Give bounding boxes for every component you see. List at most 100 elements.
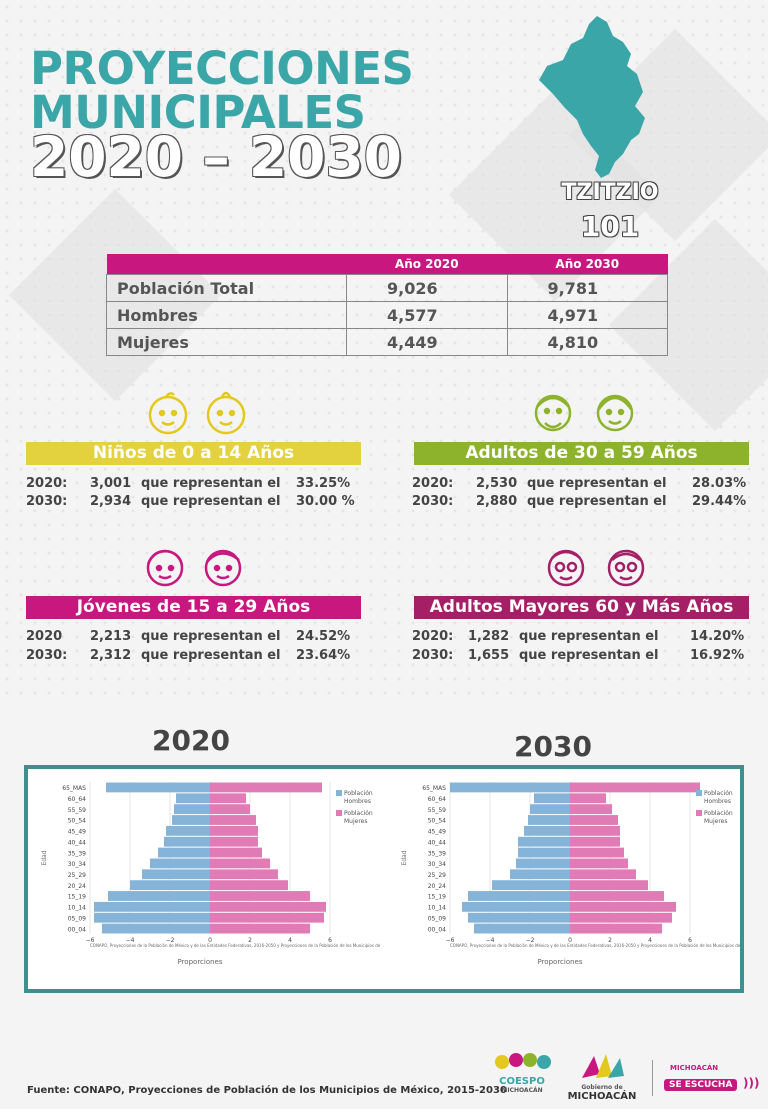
bar-men xyxy=(468,891,570,901)
age-tick-label: 25_29 xyxy=(428,872,446,879)
age-tick-label: 25_29 xyxy=(68,872,86,879)
stat-year: 2030: xyxy=(412,494,454,509)
bar-men xyxy=(516,858,570,869)
bar-men xyxy=(518,836,570,847)
row-label: Hombres xyxy=(106,301,347,329)
stat-text: que representan el xyxy=(527,494,667,509)
y-axis-label: Edad xyxy=(401,850,408,865)
bar-men xyxy=(158,847,210,858)
bar-women xyxy=(210,804,250,815)
age-tick-label: 20_24 xyxy=(68,883,86,890)
stat-count: 2,880 xyxy=(476,494,518,509)
adult-faces-icon xyxy=(534,394,634,432)
age-tick-label: 10_14 xyxy=(68,905,86,912)
bar-men xyxy=(474,923,570,934)
gobierno-logo-icon xyxy=(582,1054,624,1078)
age-tick-label: 50_54 xyxy=(428,818,446,825)
baby-faces-icon xyxy=(148,391,246,435)
stat-row: 2030: 1,655 que representan el 16.92% xyxy=(412,648,757,664)
municipality-map-icon xyxy=(539,16,645,178)
legend-title: Población xyxy=(344,790,373,797)
stat-count: 2,530 xyxy=(476,476,518,491)
category-elderly-title: Adultos Mayores 60 y Más Años xyxy=(414,596,749,619)
bar-men xyxy=(462,901,570,912)
stat-row: 2020 2,213 que representan el 24.52% xyxy=(26,629,366,645)
age-tick-label: 05_09 xyxy=(68,915,86,922)
bar-men xyxy=(176,793,210,804)
stat-percent: 16.92% xyxy=(690,648,745,663)
bar-men xyxy=(130,880,210,891)
bar-men xyxy=(492,880,570,891)
title-line1: PROYECCIONES xyxy=(30,42,414,95)
bar-women xyxy=(210,847,262,858)
stat-year: 2030: xyxy=(26,494,68,509)
table-header-blank xyxy=(106,254,347,275)
bar-men xyxy=(172,815,210,825)
bar-women xyxy=(570,793,606,804)
x-tick-label: −4 xyxy=(126,937,135,944)
stat-year: 2020 xyxy=(26,629,63,644)
bar-women xyxy=(570,825,620,836)
stat-percent: 29.44% xyxy=(692,494,747,509)
x-tick-label: 6 xyxy=(688,937,692,944)
bar-men xyxy=(510,869,570,880)
stat-count: 1,655 xyxy=(468,648,510,663)
y-axis-label: Edad xyxy=(41,850,48,865)
age-tick-label: 00_04 xyxy=(68,926,86,933)
stat-row: 2030: 2,312 que representan el 23.64% xyxy=(26,648,366,664)
chart-year-2030: 2030 xyxy=(514,730,592,763)
bar-women xyxy=(210,891,310,901)
chart-year-2020: 2020 xyxy=(152,724,230,757)
coespo-logo-line2: MICHOACÁN xyxy=(501,1087,543,1094)
stat-year: 2020: xyxy=(412,476,454,491)
stat-text: que representan el xyxy=(141,629,281,644)
bar-women xyxy=(210,793,246,804)
bar-men xyxy=(150,858,210,869)
stat-year: 2030: xyxy=(26,648,68,663)
gobierno-logo-line1: Gobierno de xyxy=(581,1084,623,1091)
bar-women xyxy=(570,901,676,912)
bar-men xyxy=(534,793,570,804)
x-tick-label: 4 xyxy=(288,937,292,944)
legend-label-women: Mujeres xyxy=(704,818,728,825)
bar-men xyxy=(530,804,570,815)
table-header-2030: Año 2030 xyxy=(507,254,668,275)
stat-count: 1,282 xyxy=(468,629,510,644)
bar-women xyxy=(570,880,648,891)
stat-row: 2020: 1,282 que representan el 14.20% xyxy=(412,629,757,645)
stat-text: que representan el xyxy=(519,648,659,663)
bar-men xyxy=(166,825,210,836)
bar-men xyxy=(94,912,210,923)
age-tick-label: 15_19 xyxy=(68,894,86,901)
bar-men xyxy=(142,869,210,880)
stat-row: 2020: 2,530 que representan el 28.03% xyxy=(412,476,757,492)
bar-women xyxy=(210,880,288,891)
age-tick-label: 60_64 xyxy=(428,796,446,803)
bar-women xyxy=(570,923,662,934)
coespo-logo-line1: COESPO xyxy=(499,1076,545,1087)
bar-women xyxy=(570,847,624,858)
bar-men xyxy=(94,901,210,912)
stat-count: 2,213 xyxy=(90,629,132,644)
age-tick-label: 65_MAS xyxy=(62,785,86,792)
stat-percent: 24.52% xyxy=(296,629,351,644)
legend-title: Población xyxy=(704,810,733,817)
escucha-logo: MICHOACÁN SE ESCUCHA ))) xyxy=(664,1064,764,1091)
chart-note: CONAPO, Proyecciones de la Población de … xyxy=(450,943,740,948)
value-2030: 4,810 xyxy=(506,328,668,356)
x-tick-label: −6 xyxy=(446,937,455,944)
stat-row: 2030: 2,934 que representan el 30.00 % xyxy=(26,494,366,510)
x-tick-label: 4 xyxy=(648,937,652,944)
municipality-code: 101 xyxy=(580,210,640,243)
bar-women xyxy=(210,782,322,793)
bar-men xyxy=(174,804,210,815)
value-2020: 4,577 xyxy=(346,301,508,329)
stat-count: 3,001 xyxy=(90,476,132,491)
elderly-faces-icon xyxy=(547,549,645,587)
bar-women xyxy=(570,815,618,825)
x-tick-label: 2 xyxy=(248,937,252,944)
legend-title: Población xyxy=(344,810,373,817)
population-pyramid-2020: 65_MAS 60_64 55_59 50_54 45_49 40_44 35_39 30_3… xyxy=(41,782,380,966)
row-label: Mujeres xyxy=(106,328,347,356)
age-tick-label: 10_14 xyxy=(428,905,446,912)
